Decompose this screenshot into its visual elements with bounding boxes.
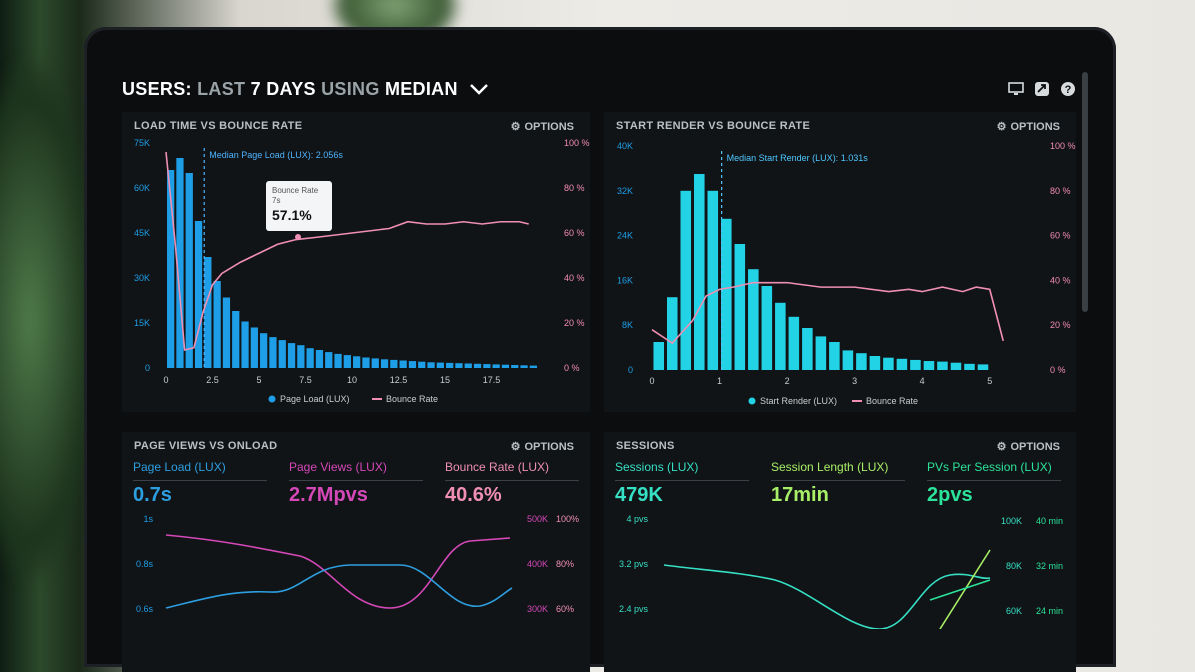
options-label: OPTIONS: [524, 121, 574, 133]
metric-divider: [615, 480, 749, 481]
panel-start-render: START RENDER VS BOUNCE RATE ⚙ OPTIONS: [604, 112, 1076, 412]
options-label: OPTIONS: [1010, 121, 1060, 133]
metric-label: Sessions (LUX): [615, 460, 699, 474]
gear-icon: ⚙: [510, 441, 521, 453]
options-label: OPTIONS: [1010, 441, 1060, 453]
header-range: LAST: [197, 79, 246, 99]
options-label: OPTIONS: [524, 441, 574, 453]
gear-icon: ⚙: [996, 441, 1007, 453]
gear-icon: ⚙: [996, 121, 1007, 133]
header-using: USING: [321, 79, 380, 99]
panel-title: LOAD TIME VS BOUNCE RATE: [134, 120, 303, 132]
metric-divider: [445, 480, 579, 481]
panel-title: START RENDER VS BOUNCE RATE: [616, 120, 811, 132]
header-stat[interactable]: MEDIAN: [384, 79, 458, 99]
options-button[interactable]: ⚙ OPTIONS: [997, 120, 1060, 133]
metric-value: 40.6%: [445, 484, 502, 506]
metric-label: Page Load (LUX): [133, 460, 226, 474]
header-prefix: USERS:: [122, 79, 192, 99]
metric-value: 17min: [771, 484, 829, 506]
help-icon[interactable]: ?: [1060, 81, 1076, 97]
metric-divider: [927, 480, 1061, 481]
monitor-screen: USERS: LAST 7 DAYS USING MEDIAN ? LOAD T…: [84, 27, 1116, 672]
options-button[interactable]: ⚙ OPTIONS: [511, 440, 574, 453]
header-icons: ?: [1008, 81, 1076, 97]
metric-value: 2pvs: [927, 484, 973, 506]
header-days[interactable]: 7 DAYS: [250, 79, 316, 99]
chevron-down-icon[interactable]: [469, 79, 489, 100]
panel-title: PAGE VIEWS VS ONLOAD: [134, 440, 278, 452]
metric-value: 0.7s: [133, 484, 172, 506]
options-button[interactable]: ⚙ OPTIONS: [997, 440, 1060, 453]
metric-value: 2.7Mpvs: [289, 484, 368, 506]
metric-value: 479K: [615, 484, 663, 506]
metric-label: PVs Per Session (LUX): [927, 460, 1052, 474]
panel-load-time: LOAD TIME VS BOUNCE RATE ⚙ OPTIONS: [122, 112, 590, 412]
share-icon[interactable]: [1034, 81, 1050, 97]
metric-divider: [771, 480, 905, 481]
options-button[interactable]: ⚙ OPTIONS: [511, 120, 574, 133]
metric-label: Session Length (LUX): [771, 460, 889, 474]
metric-label: Page Views (LUX): [289, 460, 387, 474]
svg-text:?: ?: [1065, 84, 1072, 96]
panel-title: SESSIONS: [616, 440, 675, 452]
monitor-icon[interactable]: [1008, 81, 1024, 97]
page-header: USERS: LAST 7 DAYS USING MEDIAN: [122, 79, 489, 100]
metric-divider: [133, 480, 267, 481]
scrollbar[interactable]: [1082, 72, 1088, 312]
metric-divider: [289, 480, 423, 481]
gear-icon: ⚙: [510, 121, 521, 133]
metric-label: Bounce Rate (LUX): [445, 460, 550, 474]
